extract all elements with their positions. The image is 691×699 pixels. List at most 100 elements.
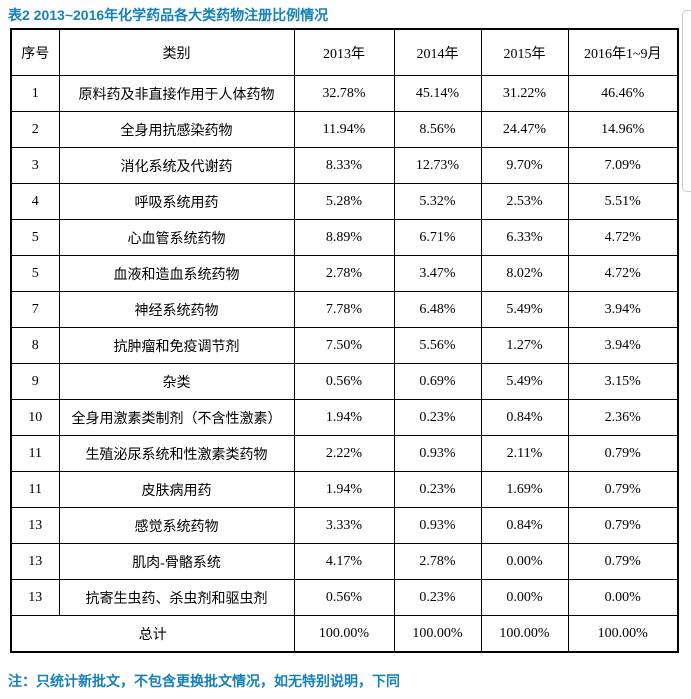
table-row: 4 呼吸系统用药 5.28% 5.32% 2.53% 5.51% [10, 183, 679, 220]
value-cell: 0.79% [567, 435, 679, 472]
row-index-cell: 5 [10, 255, 60, 292]
table-row: 7 神经系统药物 7.78% 6.48% 5.49% 3.94% [10, 291, 679, 328]
value-cell: 0.84% [480, 507, 569, 544]
table-row: 10 全身用激素类制剂（不含性激素） 1.94% 0.23% 0.84% 2.36% [10, 399, 679, 436]
value-cell: 0.79% [567, 471, 679, 508]
row-index-cell: 10 [10, 399, 60, 436]
value-cell: 0.56% [293, 363, 395, 400]
table-row: 11 生殖泌尿系统和性激素类药物 2.22% 0.93% 2.11% 0.79% [10, 435, 679, 472]
table-row: 13 抗寄生虫药、杀虫剂和驱虫剂 0.56% 0.23% 0.00% 0.00% [10, 579, 679, 616]
category-cell: 抗寄生虫药、杀虫剂和驱虫剂 [58, 579, 295, 616]
value-cell: 8.02% [480, 255, 569, 292]
table-row: 3 消化系统及代谢药 8.33% 12.73% 9.70% 7.09% [10, 147, 679, 184]
value-cell: 4.72% [567, 219, 679, 256]
table-body: 1 原料药及非直接作用于人体药物 32.78% 45.14% 31.22% 46.46% 2… [10, 75, 679, 653]
column-header: 2014年 [393, 28, 482, 76]
value-cell: 0.84% [480, 399, 569, 436]
table-header: 序号 类别 2013年 2014年 2015年 2016年1~9月 [10, 28, 679, 76]
table-row: 5 血液和造血系统药物 2.78% 3.47% 8.02% 4.72% [10, 255, 679, 292]
value-cell: 45.14% [393, 75, 482, 112]
category-cell: 心血管系统药物 [58, 219, 295, 256]
value-cell: 0.56% [293, 579, 395, 616]
column-header: 序号 [10, 28, 60, 76]
value-cell: 2.11% [480, 435, 569, 472]
value-cell: 11.94% [293, 111, 395, 148]
drug-registration-table: 序号 类别 2013年 2014年 2015年 2016年1~9月 1 原料药及非直接作用于… [10, 28, 679, 653]
value-cell: 1.27% [480, 327, 569, 364]
column-header: 2016年1~9月 [567, 28, 679, 76]
value-cell: 6.71% [393, 219, 482, 256]
value-cell: 3.33% [293, 507, 395, 544]
column-header: 2013年 [293, 28, 395, 76]
total-value-cell: 100.00% [480, 615, 569, 653]
total-value-cell: 100.00% [567, 615, 679, 653]
cutoff-side-panel [682, 10, 691, 192]
value-cell: 1.94% [293, 471, 395, 508]
value-cell: 0.93% [393, 507, 482, 544]
value-cell: 0.00% [480, 543, 569, 580]
page-note: 注：只统计新批文，不包含更换批文情况，如无特别说明，下同 [8, 673, 400, 689]
value-cell: 0.00% [567, 579, 679, 616]
row-index-cell: 2 [10, 111, 60, 148]
value-cell: 0.23% [393, 579, 482, 616]
table-row: 13 感觉系统药物 3.33% 0.93% 0.84% 0.79% [10, 507, 679, 544]
table-row: 11 皮肤病用药 1.94% 0.23% 1.69% 0.79% [10, 471, 679, 508]
value-cell: 7.50% [293, 327, 395, 364]
row-index-cell: 13 [10, 543, 60, 580]
value-cell: 5.56% [393, 327, 482, 364]
value-cell: 9.70% [480, 147, 569, 184]
value-cell: 6.48% [393, 291, 482, 328]
value-cell: 2.36% [567, 399, 679, 436]
value-cell: 3.15% [567, 363, 679, 400]
category-cell: 生殖泌尿系统和性激素类药物 [58, 435, 295, 472]
value-cell: 1.94% [293, 399, 395, 436]
table-row: 13 肌肉-骨骼系统 4.17% 2.78% 0.00% 0.79% [10, 543, 679, 580]
row-index-cell: 11 [10, 471, 60, 508]
table-row: 5 心血管系统药物 8.89% 6.71% 6.33% 4.72% [10, 219, 679, 256]
value-cell: 0.23% [393, 399, 482, 436]
category-cell: 肌肉-骨骼系统 [58, 543, 295, 580]
value-cell: 8.56% [393, 111, 482, 148]
value-cell: 24.47% [480, 111, 569, 148]
column-header: 2015年 [480, 28, 569, 76]
value-cell: 46.46% [567, 75, 679, 112]
row-index-cell: 3 [10, 147, 60, 184]
value-cell: 0.00% [480, 579, 569, 616]
category-cell: 杂类 [58, 363, 295, 400]
category-cell: 消化系统及代谢药 [58, 147, 295, 184]
value-cell: 5.49% [480, 363, 569, 400]
value-cell: 12.73% [393, 147, 482, 184]
value-cell: 0.93% [393, 435, 482, 472]
category-cell: 血液和造血系统药物 [58, 255, 295, 292]
value-cell: 3.94% [567, 291, 679, 328]
value-cell: 6.33% [480, 219, 569, 256]
value-cell: 32.78% [293, 75, 395, 112]
category-cell: 皮肤病用药 [58, 471, 295, 508]
value-cell: 2.53% [480, 183, 569, 220]
value-cell: 0.79% [567, 507, 679, 544]
category-cell: 呼吸系统用药 [58, 183, 295, 220]
value-cell: 31.22% [480, 75, 569, 112]
total-row: 总计 100.00% 100.00% 100.00% 100.00% [10, 615, 679, 653]
total-value-cell: 100.00% [393, 615, 482, 653]
value-cell: 14.96% [567, 111, 679, 148]
table-row: 9 杂类 0.56% 0.69% 5.49% 3.15% [10, 363, 679, 400]
row-index-cell: 9 [10, 363, 60, 400]
table-row: 1 原料药及非直接作用于人体药物 32.78% 45.14% 31.22% 46.46% [10, 75, 679, 112]
total-value-cell: 100.00% [293, 615, 395, 653]
header-row: 序号 类别 2013年 2014年 2015年 2016年1~9月 [10, 28, 679, 76]
value-cell: 7.78% [293, 291, 395, 328]
category-cell: 神经系统药物 [58, 291, 295, 328]
value-cell: 4.17% [293, 543, 395, 580]
value-cell: 5.49% [480, 291, 569, 328]
value-cell: 8.33% [293, 147, 395, 184]
value-cell: 4.72% [567, 255, 679, 292]
row-index-cell: 7 [10, 291, 60, 328]
row-index-cell: 11 [10, 435, 60, 472]
table-row: 2 全身用抗感染药物 11.94% 8.56% 24.47% 14.96% [10, 111, 679, 148]
value-cell: 2.22% [293, 435, 395, 472]
row-index-cell: 1 [10, 75, 60, 112]
total-label-cell: 总计 [10, 615, 295, 653]
value-cell: 2.78% [293, 255, 395, 292]
